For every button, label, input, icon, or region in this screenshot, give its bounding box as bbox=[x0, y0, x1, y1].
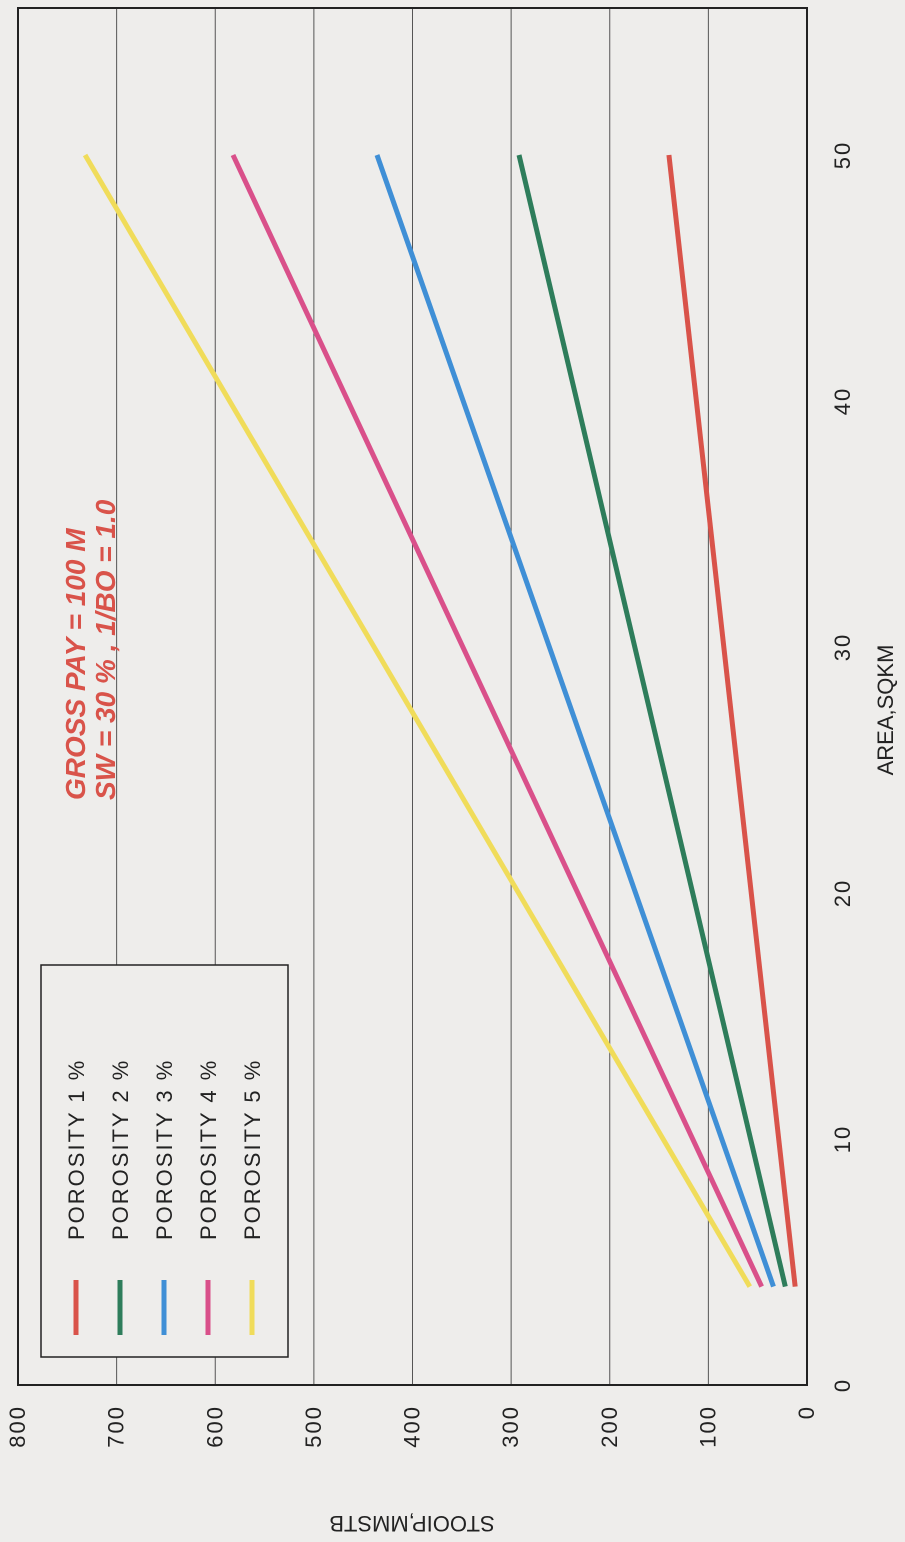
legend: POROSITY 1 % POROSITY 2 % POROSITY 3 % PORO… bbox=[40, 964, 289, 1358]
legend-label-5: POROSITY 5 % bbox=[240, 1059, 265, 1240]
legend-label-4: POROSITY 4 % bbox=[196, 1059, 221, 1240]
plot-frame bbox=[17, 7, 808, 1386]
legend-items: POROSITY 1 % POROSITY 2 % POROSITY 3 % PORO… bbox=[64, 1059, 265, 1335]
y-tick-label: 400 bbox=[400, 1405, 425, 1448]
y-tick-label: 100 bbox=[695, 1405, 720, 1448]
y-tick-label: 800 bbox=[5, 1405, 30, 1448]
series-line-5 bbox=[82, 153, 752, 1288]
y-tick-label: 500 bbox=[301, 1405, 326, 1448]
y-tick-label: 200 bbox=[597, 1405, 622, 1448]
annotation-line-1: GROSS PAY = 100 M bbox=[60, 528, 91, 800]
series-line-1 bbox=[666, 154, 798, 1287]
x-tick-label: 10 bbox=[830, 1125, 855, 1153]
x-axis-title: AREA,SQKM bbox=[873, 645, 898, 776]
y-tick-label: 300 bbox=[498, 1405, 523, 1448]
legend-label-1: POROSITY 1 % bbox=[64, 1059, 89, 1240]
series-line-3 bbox=[374, 154, 776, 1288]
x-axis-ticks: 0 10 20 30 40 50 bbox=[830, 141, 855, 1392]
x-tick-label: 40 bbox=[830, 387, 855, 415]
grid-lines bbox=[116, 8, 709, 1385]
annotation-line-2: SW = 30 % , 1/BO = 1.0 bbox=[90, 499, 121, 800]
y-tick-label: 700 bbox=[104, 1405, 129, 1448]
series-line-2 bbox=[516, 154, 788, 1288]
y-tick-label: 600 bbox=[202, 1405, 227, 1448]
series-line-4 bbox=[230, 153, 764, 1288]
x-tick-label: 0 bbox=[830, 1378, 855, 1392]
x-tick-label: 20 bbox=[830, 879, 855, 907]
legend-label-3: POROSITY 3 % bbox=[152, 1059, 177, 1240]
y-tick-label: 0 bbox=[794, 1405, 819, 1419]
y-axis-ticks: 0 100 200 300 400 500 600 700 800 bbox=[5, 1405, 819, 1448]
y-axis-title: STOOIP,MMSTB bbox=[329, 1511, 494, 1536]
legend-label-2: POROSITY 2 % bbox=[108, 1059, 133, 1240]
x-tick-label: 50 bbox=[830, 141, 855, 169]
x-tick-label: 30 bbox=[830, 633, 855, 661]
annotation: GROSS PAY = 100 M SW = 30 % , 1/BO = 1.0 bbox=[60, 499, 121, 800]
series-lines bbox=[82, 153, 798, 1288]
